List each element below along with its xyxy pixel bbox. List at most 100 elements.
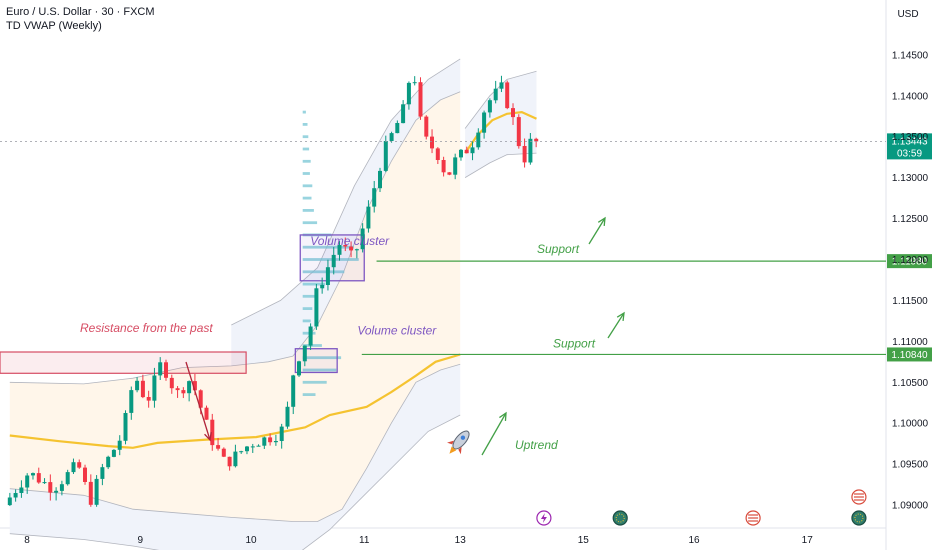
candle-body xyxy=(424,116,429,137)
x-tick-label: 15 xyxy=(578,535,590,546)
candle-body xyxy=(459,149,463,158)
volume-profile-bar xyxy=(302,123,308,126)
candle-body xyxy=(291,375,296,407)
candle-body xyxy=(88,481,93,505)
pullback-arrow xyxy=(185,361,212,442)
support-badge-bg xyxy=(887,254,932,269)
arrow-shaft xyxy=(481,412,507,456)
candle-body xyxy=(337,245,342,255)
support-price-badge: 1.11980 xyxy=(887,254,932,269)
resistance-zone xyxy=(0,351,247,374)
candle-body xyxy=(256,445,261,447)
chart-title: Euro / U.S. Dollar · 30 · FXCM xyxy=(6,6,155,18)
candle-body xyxy=(297,361,301,376)
volume-profile-bar xyxy=(302,319,311,323)
candle-body xyxy=(534,138,539,142)
vwap-band-line xyxy=(231,58,461,326)
candle-body xyxy=(36,473,41,483)
candle-body xyxy=(528,138,533,163)
price-scale[interactable] xyxy=(886,0,932,550)
volume-profile-bar xyxy=(302,270,345,274)
candle-body xyxy=(135,380,140,391)
support-label: Support xyxy=(537,242,580,256)
volume-cluster-box xyxy=(294,348,338,374)
candle-body xyxy=(343,245,348,247)
candle-body xyxy=(482,112,487,133)
eu-stars xyxy=(854,513,864,523)
eu-flag-icon xyxy=(612,510,628,526)
x-tick-label: 11 xyxy=(359,535,370,546)
current-price-badge-bg xyxy=(887,133,932,160)
volume-profile-bar xyxy=(302,159,311,163)
candle-body xyxy=(106,456,111,468)
candle-body xyxy=(487,100,492,113)
candle-body xyxy=(285,406,290,427)
candle-body xyxy=(395,123,400,134)
candle-body xyxy=(100,467,105,479)
volume-profile-bar xyxy=(302,307,313,310)
candle-body xyxy=(216,445,221,449)
y-tick-label: 1.12500 xyxy=(892,214,929,225)
candle-body xyxy=(401,104,406,124)
flash-glyph-icon xyxy=(540,513,547,523)
candle-body xyxy=(302,345,307,362)
candle-body xyxy=(493,88,498,101)
y-tick-label: 1.09000 xyxy=(892,501,929,512)
vwap-band-newweek-fill xyxy=(465,71,537,178)
annotations: Resistance from the past Volume cluster Vo… xyxy=(80,216,625,456)
arrow-shaft xyxy=(588,217,606,245)
candle-body xyxy=(140,380,145,398)
volume-cluster-box xyxy=(299,234,365,282)
y-tick-label: 1.10000 xyxy=(892,419,929,430)
support-arrow xyxy=(588,216,606,245)
candle-body xyxy=(77,462,82,468)
indicator-title: TD VWAP (Weekly) xyxy=(6,20,102,32)
candle-body xyxy=(192,381,197,391)
candle-body xyxy=(320,284,325,289)
y-axis: 1.09000 1.09500 1.10000 1.10500 1.11000 1.115… xyxy=(892,50,929,511)
candle-body xyxy=(175,388,180,391)
x-tick-label: 16 xyxy=(688,535,700,546)
candle-body xyxy=(129,390,134,413)
support-badge-bg xyxy=(887,347,932,362)
arrow-head xyxy=(204,431,212,442)
candle-body xyxy=(245,446,249,452)
candle-body xyxy=(453,157,458,175)
candle-body xyxy=(31,473,35,476)
candle-body xyxy=(268,437,273,443)
currency-label: USD xyxy=(897,9,918,20)
candle-body xyxy=(279,426,284,441)
candle-body xyxy=(331,254,336,268)
candle-body xyxy=(204,407,209,420)
candle-body xyxy=(158,362,163,376)
candle-body xyxy=(19,487,24,493)
volume-profile-bar xyxy=(302,135,309,139)
candle-body xyxy=(522,146,527,163)
candle-body xyxy=(360,228,365,250)
volume-profile-bar xyxy=(302,294,318,298)
candle-body xyxy=(511,108,515,118)
volume-profile-bar xyxy=(302,147,310,151)
eu-stars xyxy=(615,513,625,523)
volume-profile-bar xyxy=(302,110,306,114)
candle-body xyxy=(250,446,255,448)
volume-profile-bar xyxy=(302,356,342,360)
candle-body xyxy=(505,82,510,109)
y-tick-label: 1.12000 xyxy=(892,255,929,266)
vwap-band-line xyxy=(9,414,461,550)
candle-body xyxy=(325,267,330,285)
arrow-head xyxy=(597,216,606,227)
current-price-countdown: 03:59 xyxy=(897,148,922,159)
candle-body xyxy=(406,82,411,105)
vwap-band-newweek-upper xyxy=(464,70,537,129)
candle-body xyxy=(117,440,122,450)
candle-body xyxy=(262,437,267,446)
volume-profile-bar xyxy=(302,258,359,261)
candle-body xyxy=(499,82,504,89)
vwap-band-fill xyxy=(9,91,461,522)
vwap-band-line xyxy=(9,91,461,385)
candle-body xyxy=(239,451,244,453)
